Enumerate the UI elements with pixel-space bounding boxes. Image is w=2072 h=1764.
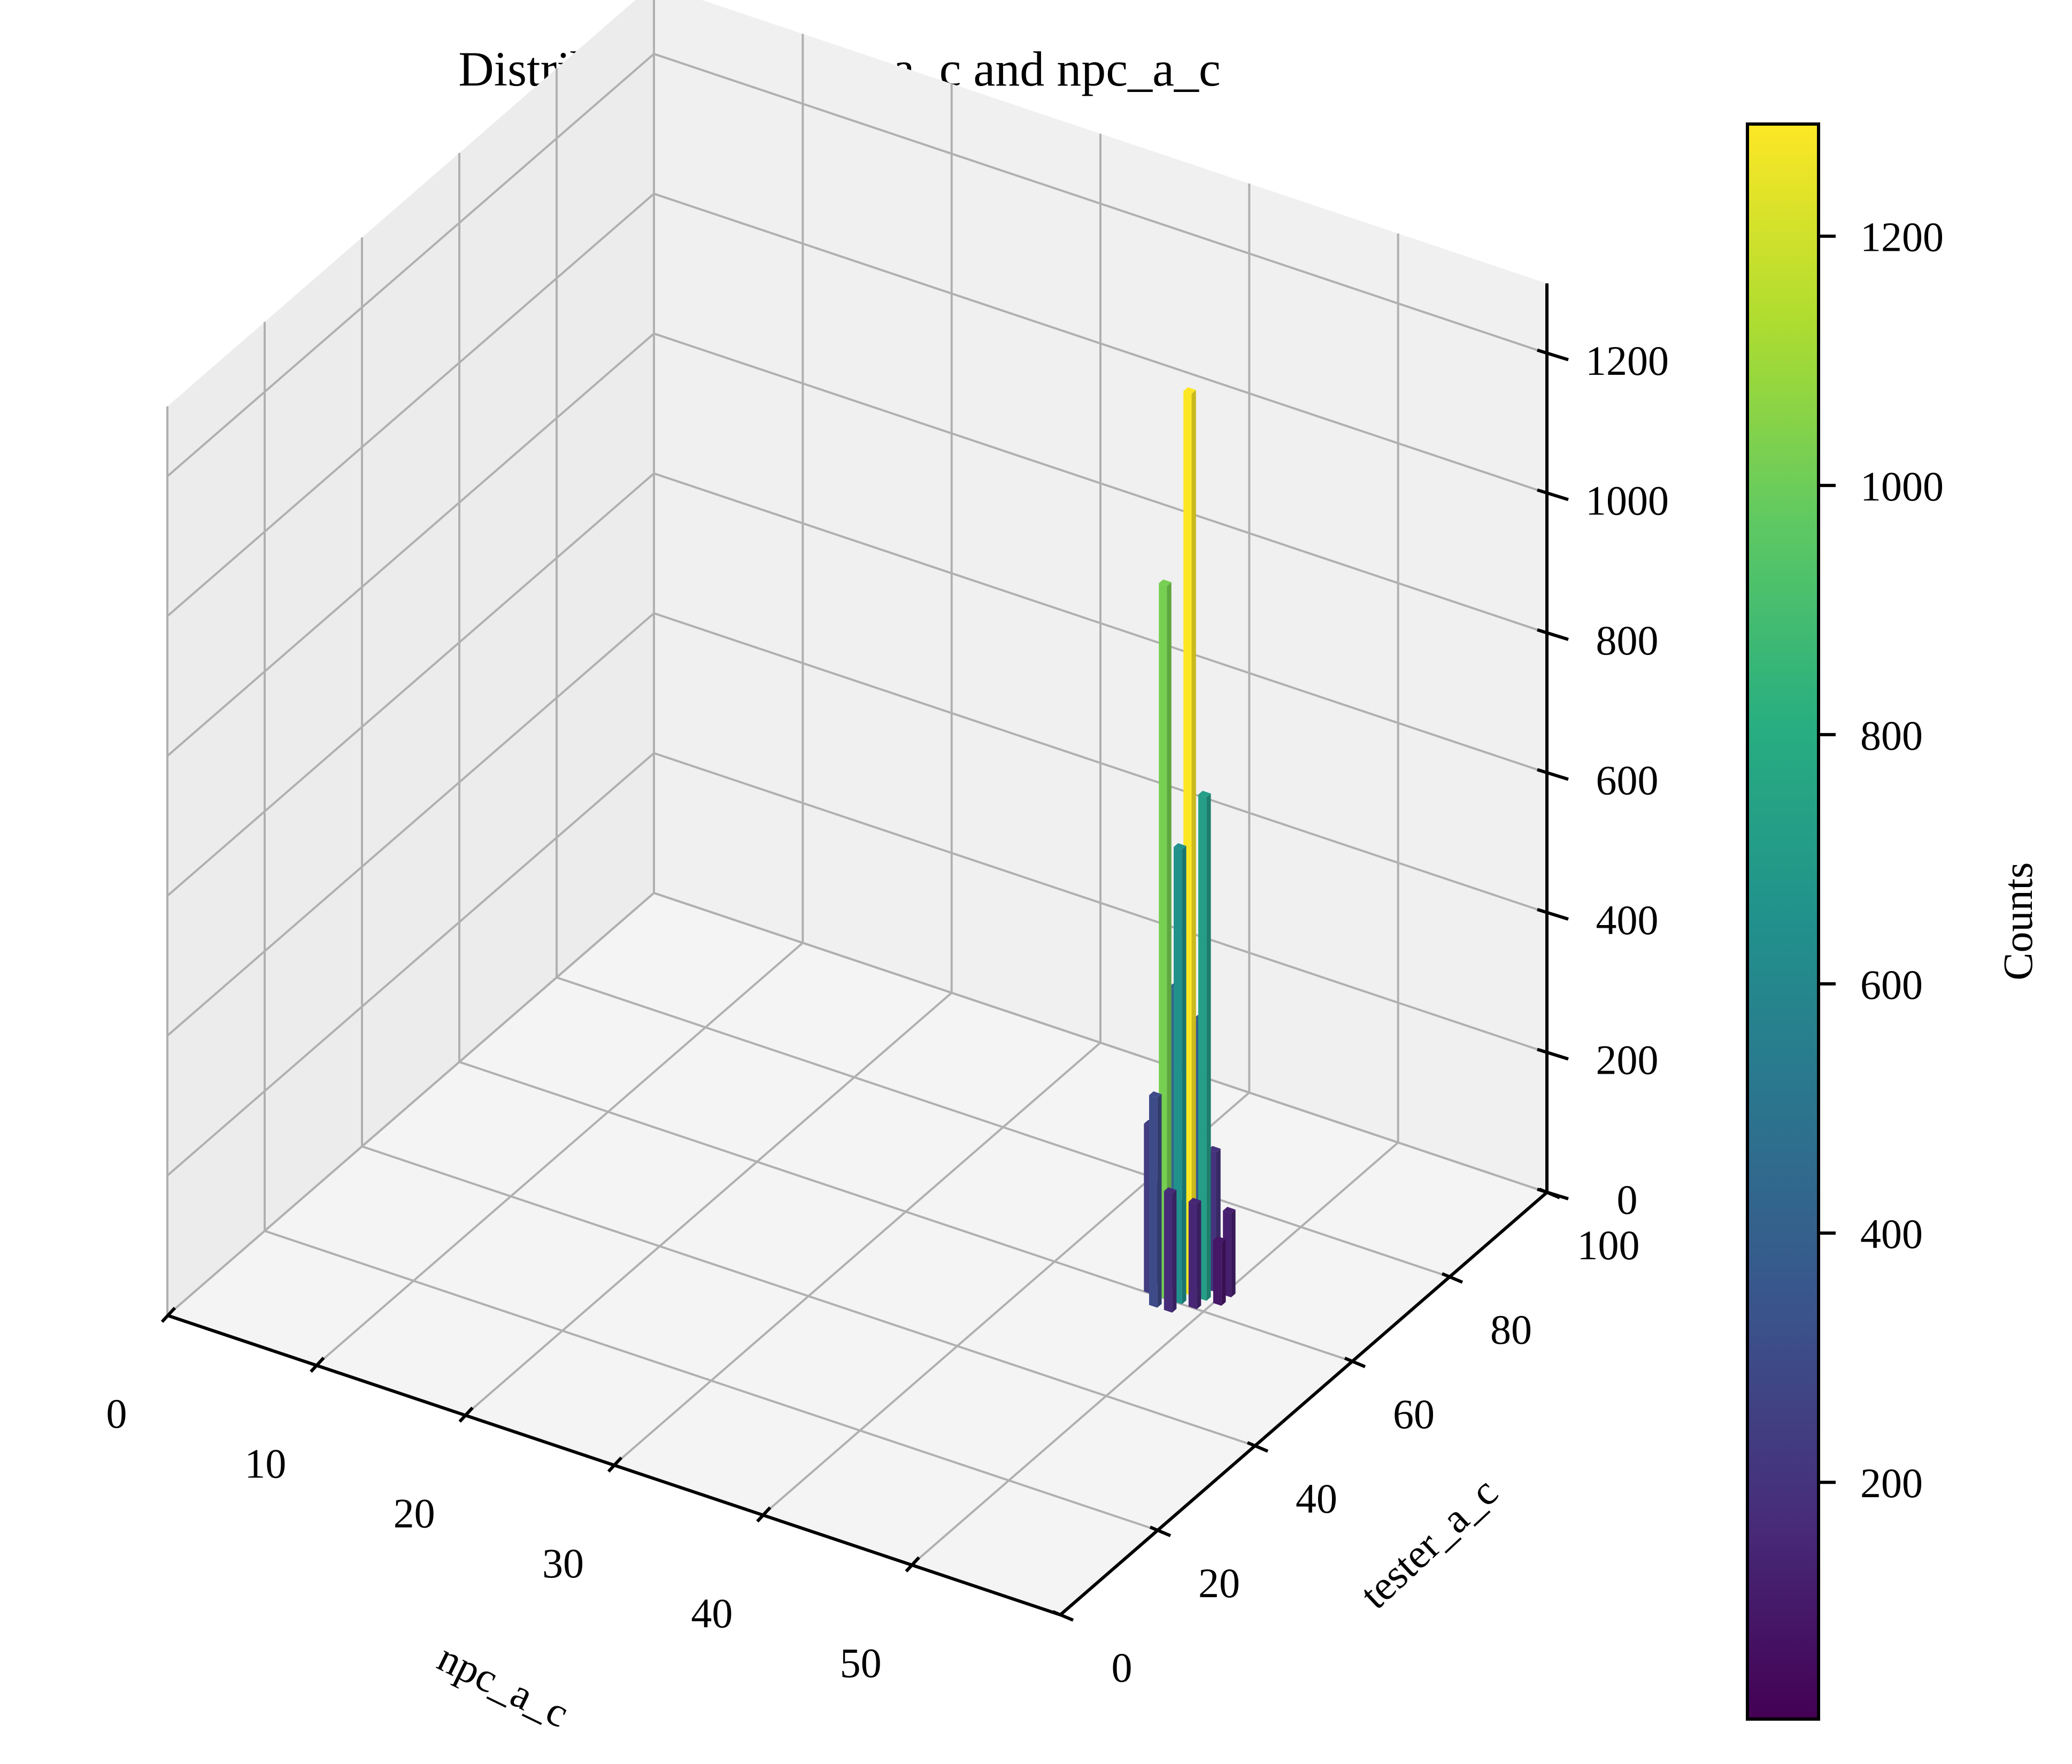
- bar-face-side: [1182, 846, 1187, 1305]
- z-tick-label: 600: [1596, 757, 1659, 803]
- z-tick-mark: [1537, 628, 1569, 641]
- colorbar-tick-label: 200: [1860, 1460, 1923, 1506]
- x-tick-mark: [756, 1506, 772, 1523]
- y-tick-label: 80: [1490, 1306, 1532, 1353]
- z-tick-label: 0: [1617, 1176, 1638, 1223]
- x-axis-label: npc_a_c: [431, 1634, 576, 1736]
- colorbar-tick-label: 400: [1860, 1211, 1923, 1257]
- grid-line-z: [166, 891, 1547, 1316]
- y-tick-label: 0: [1112, 1644, 1133, 1691]
- x-tick-mark: [905, 1556, 920, 1573]
- bar-face-front: [1198, 795, 1207, 1301]
- bar-face-top: [1149, 1091, 1162, 1098]
- x-tick-mark: [160, 1306, 176, 1323]
- bar-face-side: [1231, 1210, 1236, 1298]
- bar-face-side: [1157, 1094, 1162, 1308]
- bar-47-58: [1149, 1091, 1162, 1308]
- bar-face-side: [1221, 1239, 1226, 1306]
- grid-line-z: [166, 52, 1547, 477]
- x-tick-label: 30: [542, 1540, 584, 1586]
- bar-face-top: [1174, 843, 1187, 850]
- bar-48-58: [1164, 1187, 1177, 1313]
- bar-face-front: [1213, 1240, 1222, 1306]
- z-tick-mark: [1537, 488, 1569, 502]
- grid-line-z: [166, 612, 1547, 1037]
- x-tick-mark: [458, 1406, 474, 1423]
- bar-face-top: [1164, 1187, 1177, 1194]
- z-tick-mark: [1537, 1047, 1569, 1061]
- y-tick-mark: [1246, 1441, 1269, 1453]
- bar-50-62: [1213, 1236, 1226, 1306]
- x-tick-label: 10: [244, 1440, 286, 1486]
- z-tick-label: 800: [1596, 617, 1659, 664]
- y-tick-label: 100: [1577, 1222, 1640, 1268]
- y-tick-label: 60: [1393, 1391, 1435, 1437]
- grid-line-z: [166, 472, 1547, 897]
- colorbar-tick-label: 1000: [1860, 463, 1944, 510]
- y-tick-mark: [1052, 1610, 1074, 1622]
- bar-face-front: [1164, 1191, 1173, 1313]
- y-tick-mark: [1441, 1272, 1464, 1284]
- x-tick-label: 0: [106, 1390, 127, 1437]
- colorbar-gradient: [1746, 122, 1820, 1721]
- bar-face-top: [1183, 387, 1196, 394]
- bar-49-62: [1198, 790, 1211, 1301]
- bar-face-side: [1167, 582, 1172, 1299]
- z-tick-mark: [1537, 1188, 1569, 1200]
- colorbar-tick-label: 1200: [1860, 214, 1944, 260]
- x-tick-label: 50: [840, 1640, 882, 1686]
- bars-layer: [1144, 387, 1236, 1313]
- z-tick-label: 200: [1596, 1036, 1659, 1083]
- bar-49-60: [1188, 1198, 1201, 1309]
- colorbar-ticks: 200 400 600 800 1000 1200: [1819, 214, 1944, 1506]
- y-tick-label: 20: [1198, 1560, 1240, 1606]
- bar-face-side: [1172, 1190, 1177, 1313]
- bar-face-top: [1198, 790, 1211, 798]
- left-pane: [167, 0, 654, 1315]
- z-tick-mark: [1537, 348, 1569, 361]
- bar-face-side: [1191, 390, 1196, 1296]
- bar-face-side: [1197, 1200, 1201, 1309]
- bar-face-top: [1188, 1198, 1201, 1205]
- grid-line-z: [166, 332, 1547, 757]
- y-tick-label: 40: [1296, 1475, 1337, 1522]
- colorbar-tick-label: 800: [1860, 712, 1923, 759]
- y-axis-label: tester_a_c: [1351, 1468, 1507, 1617]
- z-tick-label: 1200: [1585, 337, 1669, 384]
- grid-line-z: [166, 752, 1547, 1177]
- z-tick-label: 400: [1596, 897, 1659, 943]
- bar-face-front: [1188, 1201, 1197, 1309]
- z-tick-label: 1000: [1585, 477, 1669, 523]
- x-tick-label: 40: [691, 1590, 733, 1636]
- y-tick-mark: [1149, 1526, 1172, 1537]
- z-tick-mark: [1537, 908, 1569, 921]
- bar-face-side: [1206, 794, 1211, 1301]
- colorbar: 200 400 600 800 1000 1200 Counts: [1746, 122, 2041, 1721]
- bar-face-top: [1159, 579, 1172, 586]
- colorbar-label: Counts: [1994, 862, 2041, 980]
- x-tick-label: 20: [394, 1490, 435, 1537]
- colorbar-tick-label: 600: [1860, 961, 1923, 1008]
- bar-face-front: [1149, 1095, 1158, 1308]
- z-tick-mark: [1537, 768, 1569, 781]
- y-tick-mark: [1344, 1357, 1366, 1368]
- y-axis-line: [1059, 1191, 1548, 1616]
- grid-line-z: [166, 192, 1547, 617]
- bar-face-top: [1223, 1207, 1236, 1214]
- bar-face-top: [1208, 1146, 1221, 1153]
- bar-face-top: [1213, 1236, 1226, 1243]
- x-tick-mark: [310, 1357, 325, 1373]
- x-tick-mark: [607, 1456, 623, 1473]
